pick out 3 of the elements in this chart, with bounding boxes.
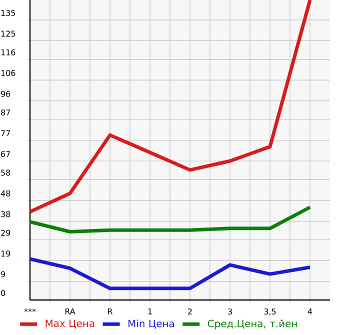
legend-label: Сред.Цена, т.йен — [208, 320, 297, 330]
legend-label: Max Цена — [46, 320, 94, 329]
legend-label: Min Цена — [128, 320, 174, 329]
